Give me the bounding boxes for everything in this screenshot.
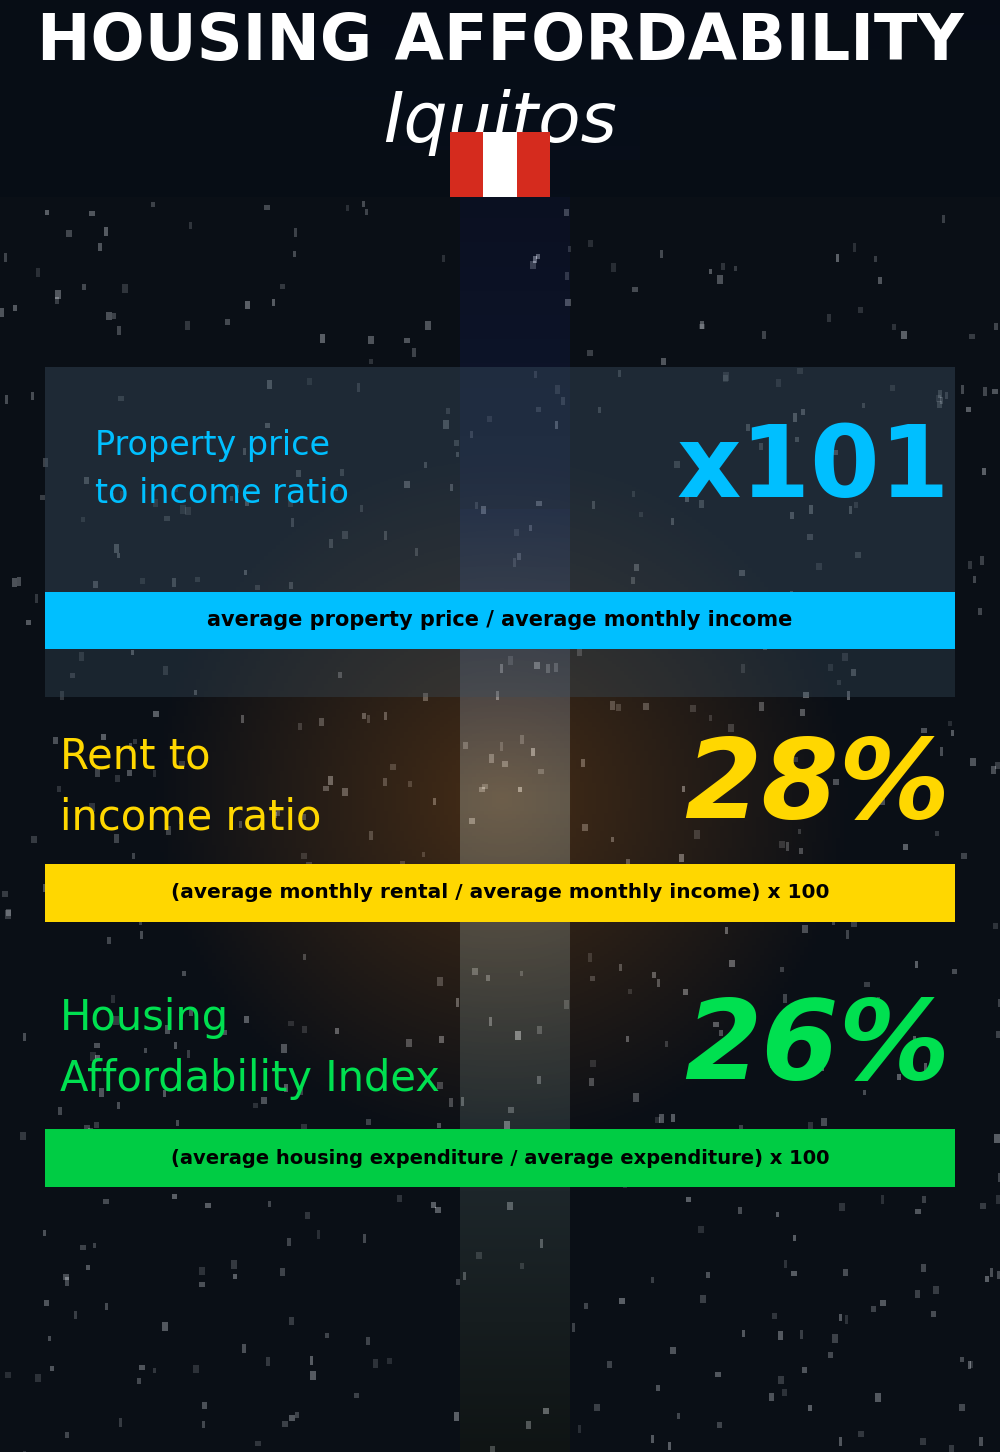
Text: Property price
to income ratio: Property price to income ratio <box>95 428 349 510</box>
Text: average property price / average monthly income: average property price / average monthly… <box>207 610 793 630</box>
FancyBboxPatch shape <box>45 864 955 922</box>
Text: (average monthly rental / average monthly income) x 100: (average monthly rental / average monthl… <box>171 883 829 903</box>
FancyBboxPatch shape <box>0 0 1000 197</box>
FancyBboxPatch shape <box>45 649 955 697</box>
FancyBboxPatch shape <box>45 367 955 592</box>
FancyBboxPatch shape <box>450 132 483 197</box>
Text: HOUSING AFFORDABILITY: HOUSING AFFORDABILITY <box>37 12 963 73</box>
Text: Rent to
income ratio: Rent to income ratio <box>60 735 321 839</box>
FancyBboxPatch shape <box>483 132 517 197</box>
FancyBboxPatch shape <box>45 1130 955 1186</box>
Text: Housing
Affordability Index: Housing Affordability Index <box>60 996 440 1101</box>
Text: x101: x101 <box>677 421 950 518</box>
Text: 28%: 28% <box>684 733 950 841</box>
FancyBboxPatch shape <box>45 592 955 649</box>
Text: (average housing expenditure / average expenditure) x 100: (average housing expenditure / average e… <box>171 1149 829 1167</box>
Text: Iquitos: Iquitos <box>383 89 617 155</box>
Text: 26%: 26% <box>684 995 950 1102</box>
FancyBboxPatch shape <box>517 132 550 197</box>
